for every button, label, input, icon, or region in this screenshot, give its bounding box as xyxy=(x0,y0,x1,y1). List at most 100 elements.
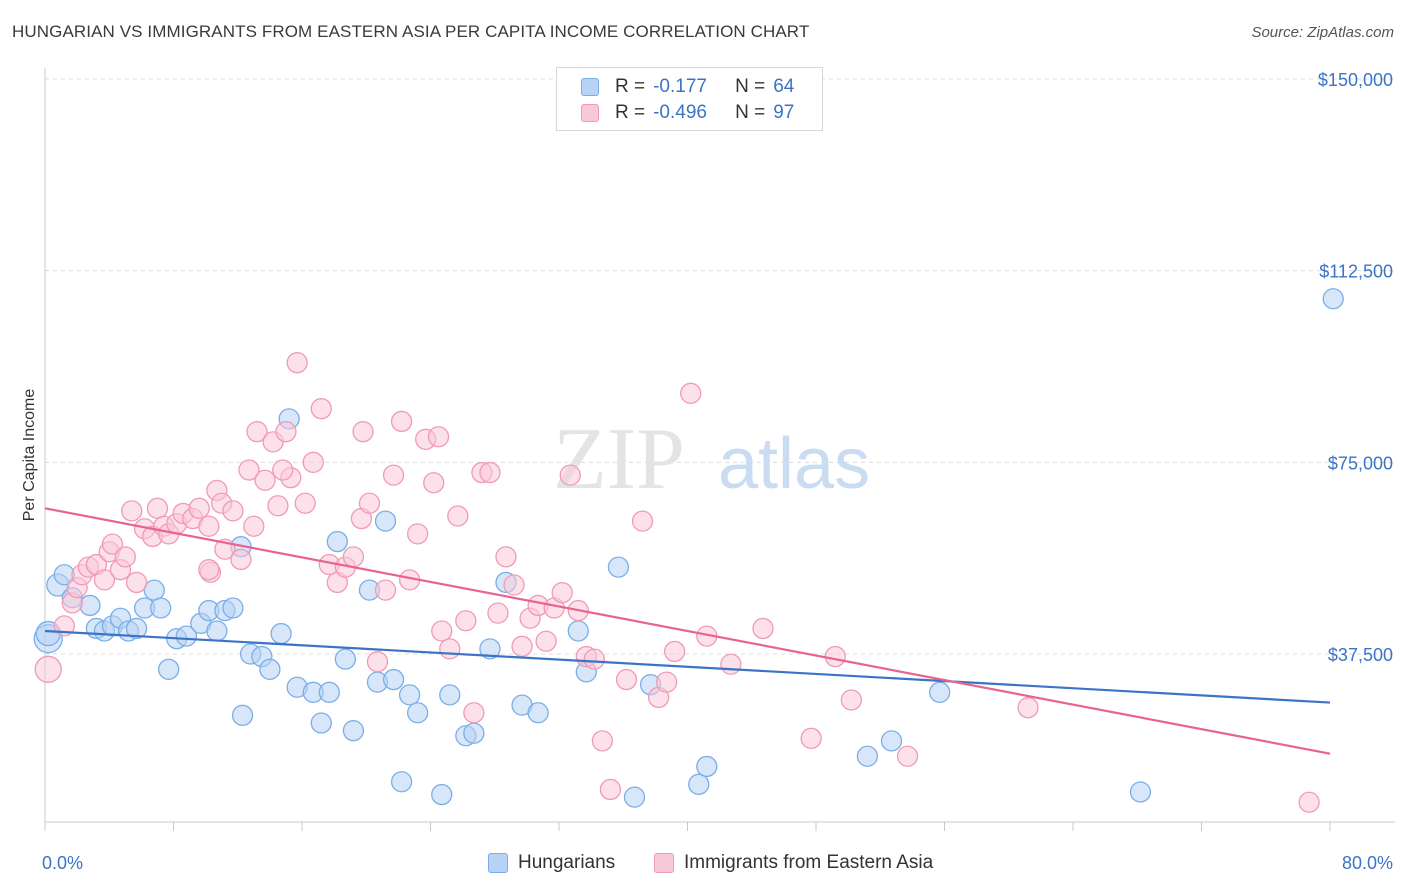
point-immigrant xyxy=(238,459,260,481)
watermark: ZIP atlas xyxy=(553,411,870,508)
legend-r-label: R = xyxy=(615,102,646,123)
point-immigrant xyxy=(188,497,210,519)
watermark-zip: ZIP xyxy=(553,411,685,508)
legend-label-immigrants: Immigrants from Eastern Asia xyxy=(684,852,934,873)
correlation-legend: R = -0.177 N = 64 R = -0.496 N = 97 xyxy=(556,67,823,131)
series-immigrants xyxy=(34,352,1320,813)
watermark-atlas: atlas xyxy=(718,424,870,504)
point-hungarian xyxy=(206,620,228,642)
point-hungarian xyxy=(688,773,710,795)
point-hungarian xyxy=(607,556,630,578)
legend-row-immigrants: R = -0.496 N = 97 xyxy=(581,100,794,126)
point-immigrant xyxy=(222,500,244,522)
source-label: Source: ZipAtlas.com xyxy=(1251,24,1394,41)
point-hungarian xyxy=(1322,288,1344,310)
point-hungarian xyxy=(231,704,254,726)
point-immigrant xyxy=(121,500,143,522)
point-hungarian xyxy=(310,712,332,734)
point-hungarian xyxy=(374,510,397,532)
point-immigrant xyxy=(146,497,169,519)
point-hungarian xyxy=(158,658,180,680)
legend-swatch-hungarians xyxy=(488,853,508,873)
point-immigrant xyxy=(487,602,509,624)
point-hungarian xyxy=(479,638,501,660)
point-immigrant xyxy=(720,653,742,675)
point-hungarian xyxy=(431,783,453,806)
point-immigrant xyxy=(246,421,268,443)
legend-r-value: -0.177 xyxy=(653,76,707,97)
point-hungarian xyxy=(406,702,429,724)
point-immigrant xyxy=(342,546,365,568)
x-tick-label: 0.0% xyxy=(42,853,83,873)
point-immigrant xyxy=(352,421,374,443)
point-hungarian xyxy=(175,625,198,647)
point-immigrant xyxy=(427,426,450,448)
point-immigrant xyxy=(631,510,654,532)
point-immigrant xyxy=(1017,697,1039,719)
point-hungarian xyxy=(880,730,903,752)
point-immigrant xyxy=(286,352,308,374)
point-hungarian xyxy=(696,755,718,778)
point-hungarian xyxy=(929,681,951,703)
point-hungarian xyxy=(623,786,646,808)
point-hungarian xyxy=(439,684,461,706)
point-immigrant xyxy=(824,645,846,668)
x-tick-label: 80.0% xyxy=(1342,853,1393,873)
point-hungarian xyxy=(222,597,244,619)
point-immigrant xyxy=(374,579,397,601)
point-hungarian xyxy=(125,617,148,640)
point-hungarian xyxy=(143,579,165,601)
y-tick-label: $75,000 xyxy=(1328,453,1393,473)
legend-swatch-immigrants xyxy=(581,104,599,122)
point-immigrant xyxy=(423,472,445,494)
legend-swatch-immigrants xyxy=(654,853,674,873)
legend-row-hungarians: R = -0.177 N = 64 xyxy=(581,74,794,100)
point-immigrant xyxy=(896,745,919,767)
y-axis-label: Per Capita Income xyxy=(21,389,38,522)
point-immigrant xyxy=(198,559,220,581)
point-hungarian xyxy=(463,722,485,744)
point-immigrant xyxy=(302,451,324,473)
point-immigrant xyxy=(310,398,332,420)
point-immigrant xyxy=(479,461,501,484)
point-immigrant xyxy=(583,648,605,670)
point-hungarian xyxy=(398,684,421,706)
y-tick-label: $150,000 xyxy=(1318,70,1393,90)
point-immigrant xyxy=(439,638,461,660)
legend-n-value: 97 xyxy=(773,102,795,123)
point-immigrant xyxy=(114,546,136,568)
y-tick-label: $112,500 xyxy=(1319,262,1393,282)
point-hungarian xyxy=(1129,781,1152,803)
point-hungarian xyxy=(382,668,405,691)
bottom-legend-immigrants: Immigrants from Eastern Asia xyxy=(654,852,933,874)
point-immigrant xyxy=(294,492,316,514)
point-immigrant xyxy=(599,778,622,801)
y-tick-label: $37,500 xyxy=(1328,645,1393,665)
point-immigrant xyxy=(101,533,124,555)
point-immigrant xyxy=(34,655,62,683)
point-immigrant xyxy=(511,635,533,657)
point-immigrant xyxy=(664,640,686,663)
point-immigrant xyxy=(254,469,276,491)
point-immigrant xyxy=(840,689,862,711)
point-hungarian xyxy=(259,658,281,680)
point-immigrant xyxy=(243,515,265,537)
point-immigrant xyxy=(390,410,413,433)
point-immigrant xyxy=(267,495,289,517)
point-immigrant xyxy=(752,617,774,640)
point-immigrant xyxy=(125,571,148,594)
point-immigrant xyxy=(275,421,297,443)
legend-n-label: N = xyxy=(735,76,766,97)
point-hungarian xyxy=(318,681,340,703)
point-hungarian xyxy=(326,530,348,553)
point-hungarian xyxy=(334,648,357,670)
axes xyxy=(44,68,1395,831)
point-immigrant xyxy=(535,630,557,652)
point-immigrant xyxy=(1298,791,1320,813)
trend-line-immigrants xyxy=(44,507,1331,755)
point-immigrant xyxy=(551,582,573,604)
point-immigrant xyxy=(382,464,405,486)
legend-swatch-hungarians xyxy=(581,78,599,96)
point-immigrant xyxy=(230,548,252,571)
